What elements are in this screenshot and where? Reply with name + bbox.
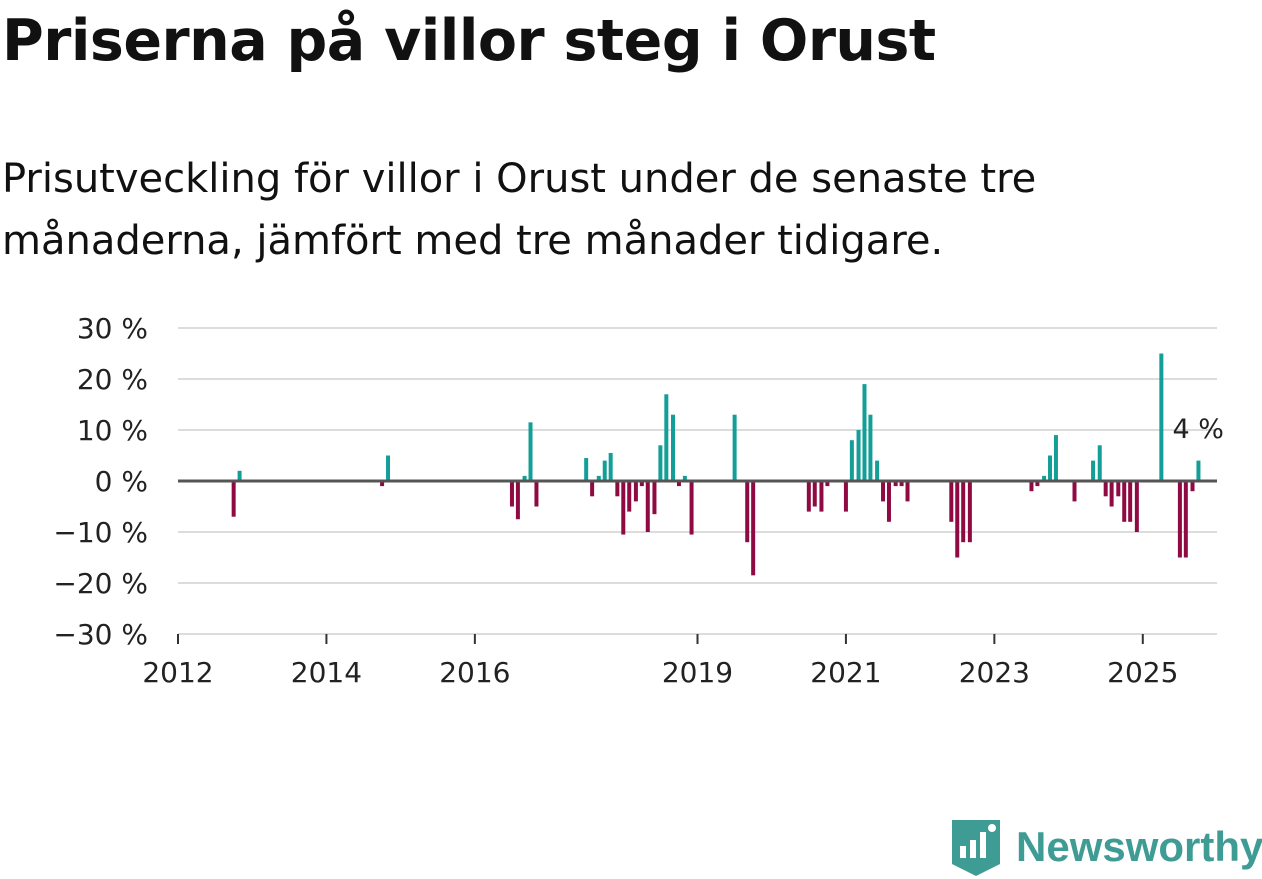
chart-subtitle: Prisutveckling för villor i Orust under …: [2, 156, 1037, 264]
bar: [949, 481, 954, 522]
bar: [862, 384, 867, 481]
brand-logo: Newsworthy: [950, 818, 1262, 876]
brand-name: Newsworthy: [1016, 823, 1262, 870]
bar: [1042, 475, 1047, 481]
bar: [671, 414, 676, 481]
y-tick-label: −30 %: [53, 618, 148, 651]
bar: [608, 452, 613, 481]
bar: [231, 481, 236, 517]
bar-chart: 30 % 20 % 10 % 0 % −10 % −20 % −30 % 2012 2014 20…: [53, 312, 1223, 689]
bar: [825, 481, 830, 487]
axes: 30 % 20 % 10 % 0 % −10 % −20 % −30 % 2012 2014 20…: [53, 312, 1217, 689]
bar: [1128, 481, 1133, 522]
bar: [676, 481, 681, 487]
bar: [1159, 353, 1164, 481]
bar: [652, 481, 657, 515]
bar: [1053, 435, 1058, 481]
bar: [893, 481, 898, 487]
bar: [534, 481, 539, 507]
x-tick-label: 2014: [291, 656, 362, 689]
bar: [621, 481, 626, 535]
bar: [812, 481, 817, 507]
bar: [1091, 460, 1096, 481]
bar: [967, 481, 972, 543]
bar: [237, 470, 242, 481]
bar: [868, 414, 873, 481]
bar: [899, 481, 904, 487]
bar: [856, 430, 861, 481]
bar: [881, 481, 886, 502]
bar: [627, 481, 632, 512]
bar: [732, 414, 737, 481]
bar: [849, 440, 854, 481]
bar: [1072, 481, 1077, 502]
bar: [386, 455, 391, 481]
bar: [1097, 445, 1102, 481]
bar: [1109, 481, 1114, 507]
y-tick-label: 30 %: [77, 312, 148, 345]
x-tick-label: 2019: [662, 656, 733, 689]
bar: [682, 475, 687, 481]
bars: [231, 353, 1201, 576]
bar: [1116, 481, 1121, 497]
bar: [886, 481, 891, 522]
y-tick-label: 0 %: [95, 465, 148, 498]
bar: [905, 481, 910, 502]
bar: [875, 460, 880, 481]
bar: [1103, 481, 1108, 497]
bar: [590, 481, 595, 497]
bar: [819, 481, 824, 512]
bar: [664, 394, 669, 481]
bar: [1029, 481, 1034, 492]
bar: [1196, 460, 1201, 481]
bar: [515, 481, 520, 520]
bar: [380, 481, 385, 487]
x-tick-label: 2025: [1107, 656, 1178, 689]
y-tick-label: 20 %: [77, 363, 148, 396]
x-tick-label: 2021: [810, 656, 881, 689]
y-tick-label: −10 %: [53, 516, 148, 549]
bar: [639, 481, 644, 487]
bar: [645, 481, 650, 532]
bar: [522, 475, 527, 481]
bar: [1134, 481, 1139, 532]
x-tick-label: 2016: [439, 656, 510, 689]
bar: [806, 481, 811, 512]
bar: [961, 481, 966, 543]
bar: [843, 481, 848, 512]
bar: [528, 422, 533, 481]
bar: [1190, 481, 1195, 492]
bar: [615, 481, 620, 497]
bar: [745, 481, 750, 543]
bar: [689, 481, 694, 535]
chart-title: Priserna på villor steg i Orust: [2, 8, 936, 74]
bar: [751, 481, 756, 576]
bar: [596, 475, 601, 481]
bar: [602, 460, 607, 481]
last-value-annotation: 4 %: [1172, 414, 1223, 445]
bar: [1122, 481, 1127, 522]
bar: [1183, 481, 1188, 558]
bar: [633, 481, 638, 502]
bar: [1035, 481, 1040, 487]
x-tick-label: 2012: [142, 656, 213, 689]
bar: [1048, 455, 1053, 481]
bar: [658, 445, 663, 481]
bar: [1177, 481, 1182, 558]
y-tick-label: −20 %: [53, 567, 148, 600]
y-tick-label: 10 %: [77, 414, 148, 447]
x-tick-label: 2023: [959, 656, 1030, 689]
bar: [955, 481, 960, 558]
newsworthy-logo-icon: [952, 820, 1000, 876]
bar: [509, 481, 514, 507]
bar: [584, 458, 589, 481]
